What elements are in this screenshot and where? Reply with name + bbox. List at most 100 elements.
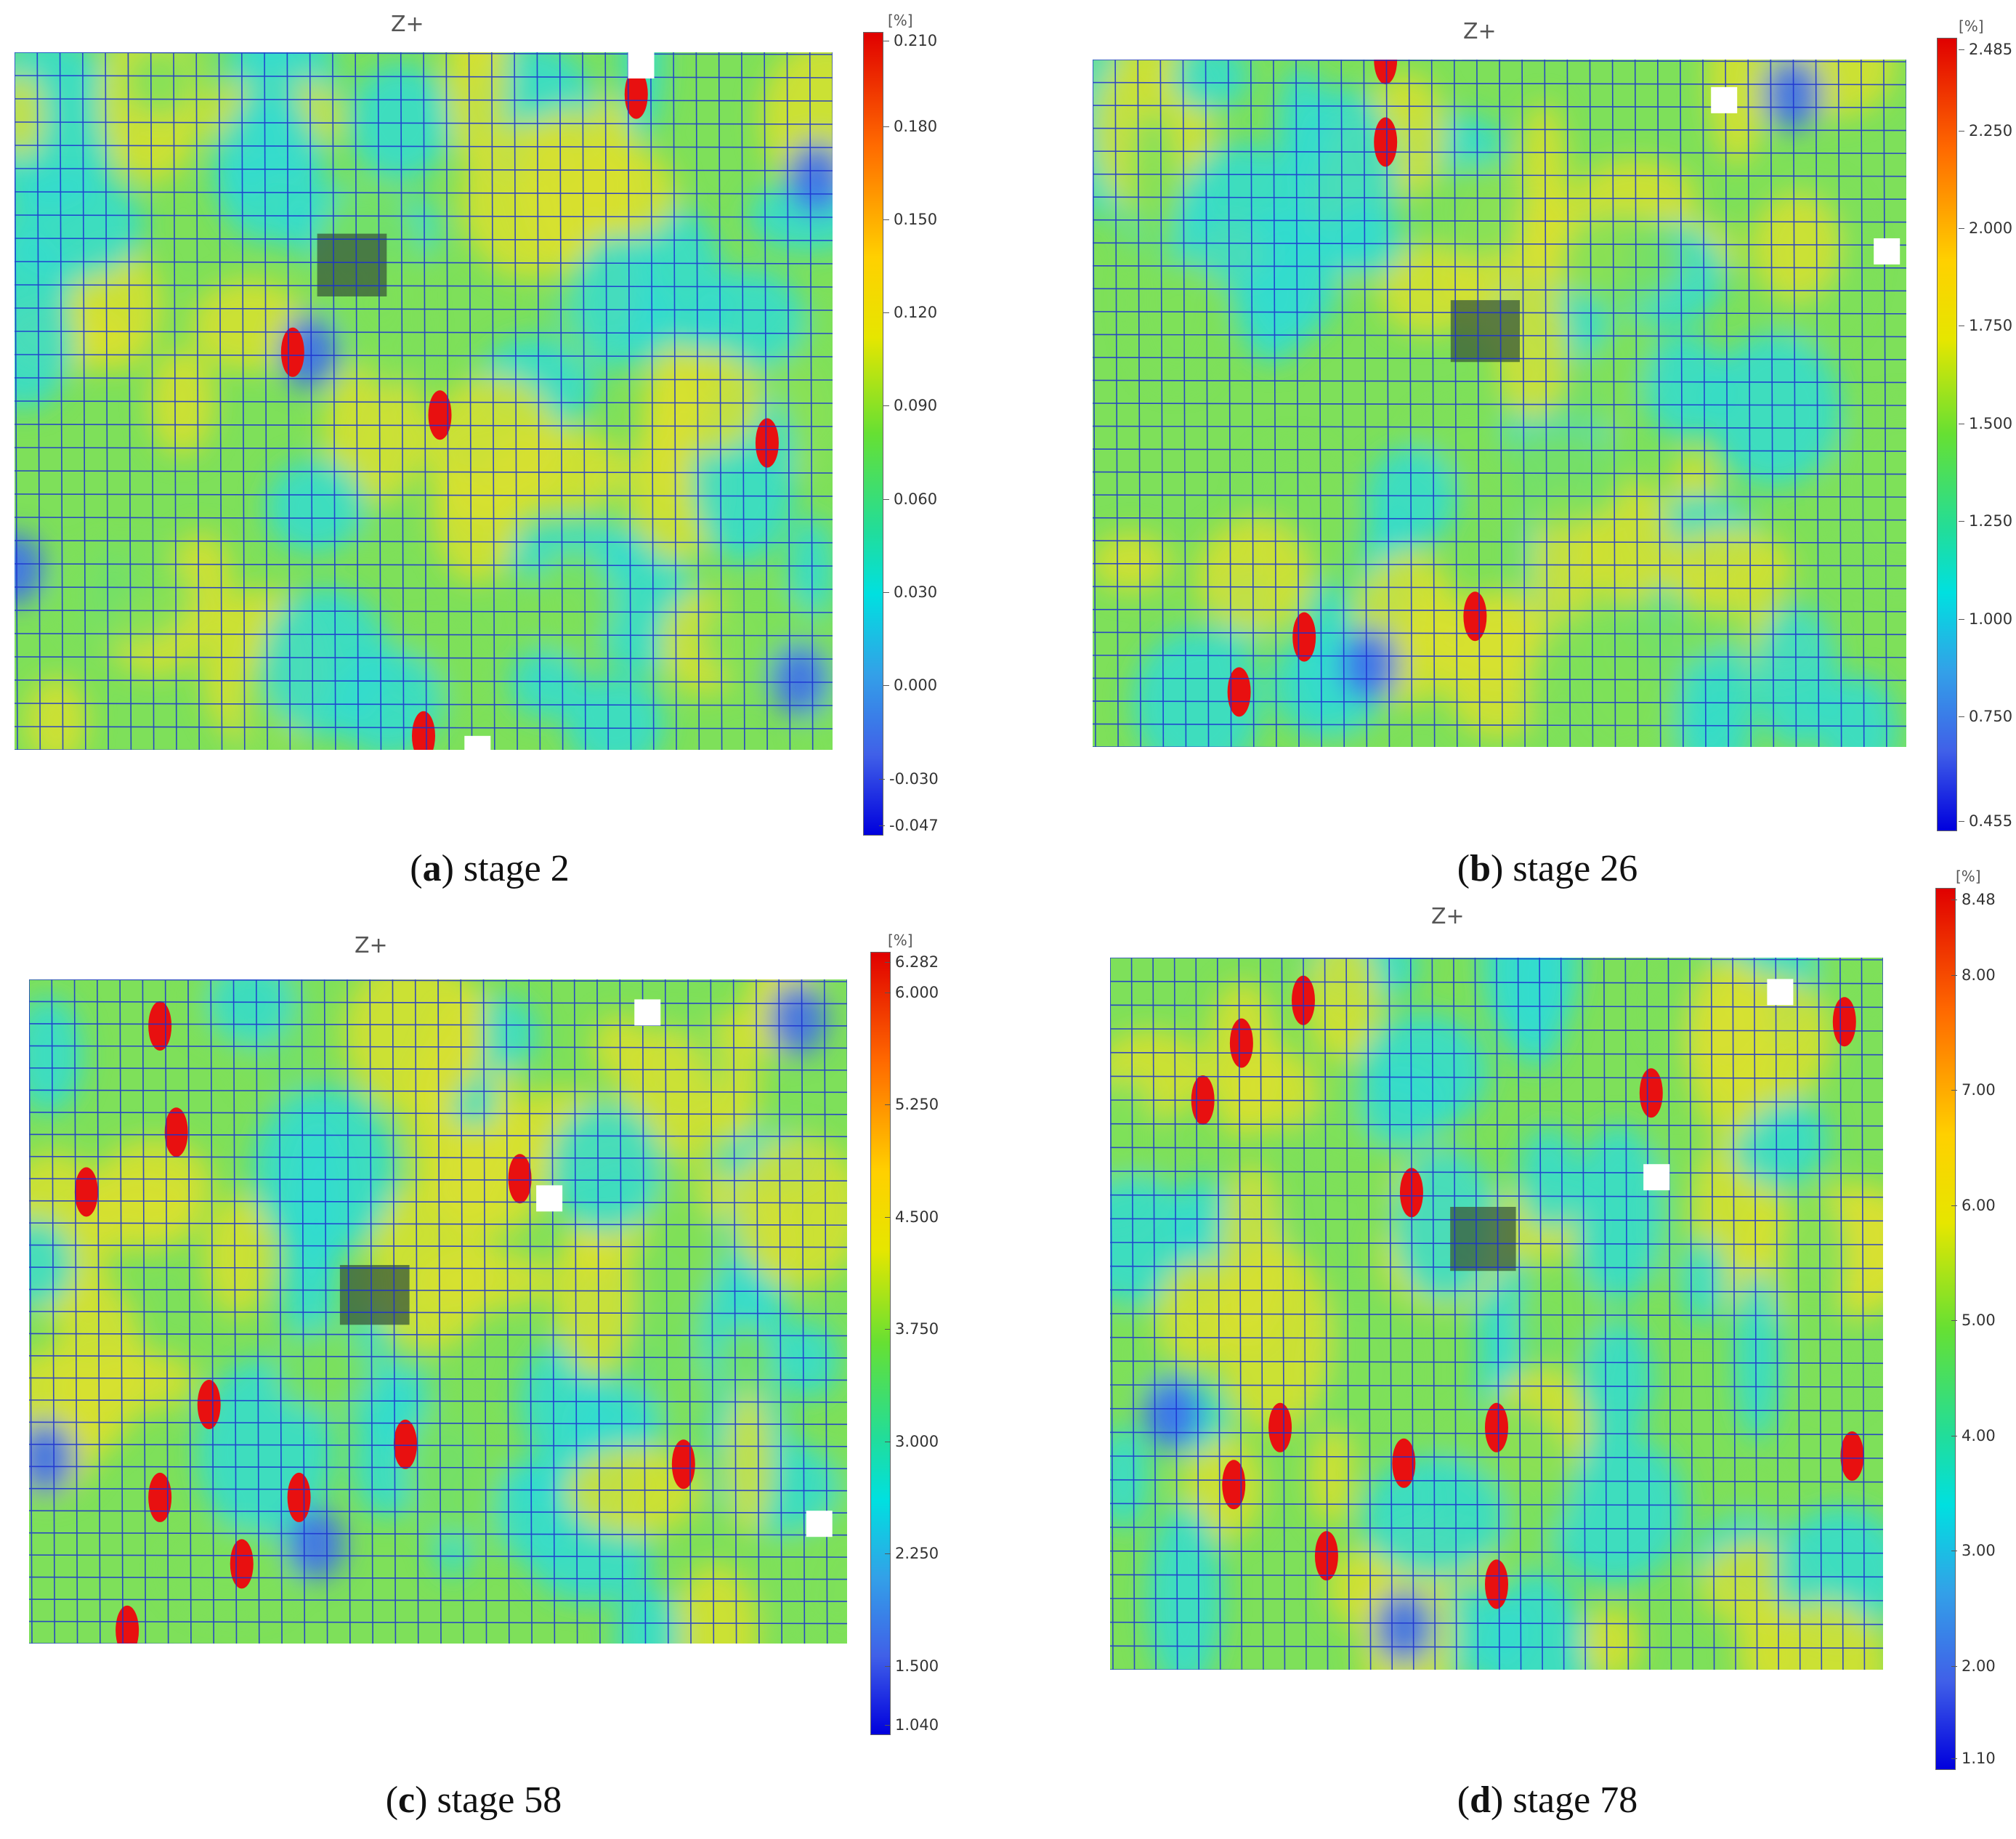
colorbar-tick: 8.00 <box>1951 966 1996 984</box>
missing-patch <box>634 999 661 1026</box>
view-label: Z+ <box>355 933 388 958</box>
missing-patch <box>536 1185 563 1212</box>
hotspot <box>1374 60 1398 84</box>
colorbar-tick: 5.250 <box>884 1096 939 1113</box>
colorbar-tick: 0.210 <box>883 32 938 49</box>
hotspot <box>624 69 648 119</box>
hotspot <box>1639 1068 1663 1118</box>
colorbar-tick: 3.00 <box>1951 1542 1996 1559</box>
colorbar-tick: -0.030 <box>879 770 939 788</box>
colorbar-tick: 3.750 <box>884 1320 939 1338</box>
hotspot <box>148 1472 172 1522</box>
colorbar-tick: 0.150 <box>883 211 938 228</box>
hotspot <box>1222 1460 1246 1510</box>
colorbar-tick: 1.000 <box>1958 610 2013 628</box>
colorbar-tick: 0.750 <box>1958 708 2013 725</box>
hotspot <box>1485 1402 1508 1452</box>
colorbar-unit: [%] <box>1956 868 1981 885</box>
colorbar-tick: 8.48 <box>1951 891 1996 908</box>
colorbar-tick: 2.00 <box>1951 1657 1996 1675</box>
colorbar-tick: 0.120 <box>883 304 938 321</box>
view-label: Z+ <box>1463 19 1497 44</box>
caption-letter: c <box>398 1779 416 1821</box>
missing-patch <box>806 1511 833 1537</box>
strain-field-map <box>29 979 847 1644</box>
colorbar-tick: 0.180 <box>883 118 938 135</box>
colorbar-tick: 2.250 <box>1958 122 2013 140</box>
caption-letter: d <box>1470 1779 1491 1821</box>
colorbar-tick: 1.040 <box>884 1716 939 1734</box>
colorbar-tick: 6.00 <box>1951 1197 1996 1214</box>
hotspot <box>1463 591 1487 642</box>
strain-contour-image <box>15 52 833 750</box>
colorbar-tick: 3.000 <box>884 1433 939 1450</box>
hotspot <box>1840 1431 1864 1481</box>
hotspot <box>1374 117 1398 167</box>
mesh-grid <box>1093 60 1906 747</box>
colorbar-tick: 0.090 <box>883 397 938 414</box>
strain-field-map <box>1110 958 1883 1670</box>
caption-letter: a <box>422 848 442 889</box>
panel-caption: (d) stage 78 <box>1457 1779 1638 1821</box>
hotspot <box>1227 667 1251 717</box>
mesh-grid <box>1110 958 1883 1670</box>
hotspot <box>1314 1531 1338 1581</box>
colorbar-tick: 6.282 <box>884 953 939 971</box>
mesh-grid <box>29 979 847 1644</box>
colorbar <box>1935 888 1956 1770</box>
colorbar-tick: 1.500 <box>884 1657 939 1675</box>
hotspot <box>412 711 435 750</box>
strain-contour-image <box>29 979 847 1644</box>
colorbar-tick: 0.000 <box>883 676 938 694</box>
hotspot <box>1392 1438 1416 1488</box>
panel-caption: (c) stage 58 <box>385 1779 562 1821</box>
colorbar-tick: 2.250 <box>884 1545 939 1562</box>
colorbar-tick: 2.000 <box>1958 219 2013 237</box>
colorbar-tick: 1.500 <box>1958 415 2013 432</box>
hotspot <box>116 1605 139 1644</box>
colorbar-tick: 5.00 <box>1951 1311 1996 1329</box>
hotspot <box>1268 1402 1292 1452</box>
colorbar-tick: 0.455 <box>1958 812 2013 830</box>
hotspot <box>164 1107 188 1157</box>
missing-patch <box>1874 238 1900 264</box>
hotspot <box>280 327 304 377</box>
missing-patch <box>1767 979 1794 1006</box>
missing-patch <box>628 52 655 78</box>
colorbar-tick: 0.060 <box>883 490 938 508</box>
hotspot <box>230 1539 254 1589</box>
caption-text: stage 2 <box>463 848 570 889</box>
view-label: Z+ <box>1431 904 1465 929</box>
panel-caption: (b) stage 26 <box>1457 848 1638 889</box>
strain-field-map <box>1093 60 1906 747</box>
hotspot <box>508 1154 532 1204</box>
hotspot <box>1292 612 1316 662</box>
strain-field-map <box>15 52 833 750</box>
view-label: Z+ <box>391 12 424 37</box>
missing-patch <box>1643 1164 1670 1191</box>
caption-text: stage 78 <box>1513 1779 1638 1821</box>
hotspot <box>287 1472 311 1522</box>
colorbar-tick: 0.030 <box>883 583 938 601</box>
dark-patch <box>1450 1207 1516 1272</box>
mesh-grid <box>15 52 833 750</box>
colorbar-tick: 1.250 <box>1958 512 2013 530</box>
caption-text: stage 58 <box>437 1779 562 1821</box>
caption-text: stage 26 <box>1513 848 1638 889</box>
colorbar-tick: 4.00 <box>1951 1427 1996 1444</box>
hotspot <box>1229 1018 1253 1068</box>
colorbar <box>870 952 891 1735</box>
hotspot <box>393 1419 417 1469</box>
colorbar-tick: -0.047 <box>879 817 939 834</box>
caption-letter: b <box>1470 848 1491 889</box>
hotspot <box>148 1001 172 1051</box>
dark-patch <box>339 1265 410 1325</box>
colorbar-unit: [%] <box>888 931 913 949</box>
colorbar-unit: [%] <box>1959 17 1984 35</box>
hotspot <box>755 418 779 468</box>
missing-patch <box>1711 86 1738 113</box>
colorbar-tick: 6.000 <box>884 984 939 1001</box>
colorbar-unit: [%] <box>888 12 913 29</box>
colorbar <box>863 32 883 836</box>
colorbar-tick: 4.500 <box>884 1208 939 1226</box>
